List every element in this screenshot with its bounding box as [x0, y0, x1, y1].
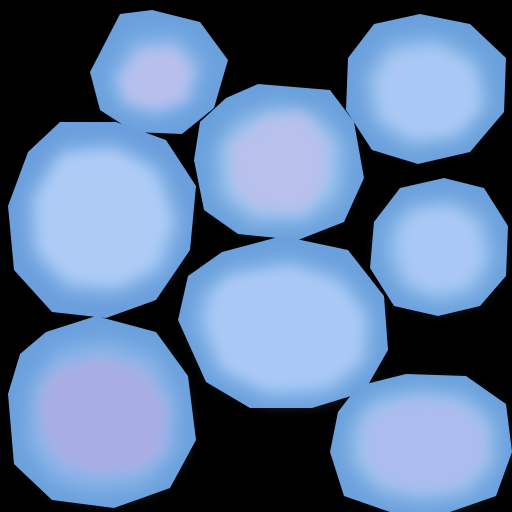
blob-right-mid [370, 178, 508, 316]
blob-core [402, 210, 480, 290]
blob-core [40, 356, 168, 474]
blob-center-bottom [178, 236, 388, 408]
blob-core [40, 152, 168, 282]
blob-bottom-left [8, 316, 196, 508]
blob-bottom-right [330, 374, 512, 512]
blob-center-top [194, 84, 364, 240]
blob-core [212, 270, 360, 386]
blob-top-right [346, 14, 506, 164]
blob-core [118, 46, 194, 110]
blob-top-left-small [90, 10, 228, 134]
blob-core [364, 400, 484, 490]
blob-left-large [8, 122, 196, 318]
blob-core [228, 112, 328, 212]
blob-core [378, 50, 478, 136]
